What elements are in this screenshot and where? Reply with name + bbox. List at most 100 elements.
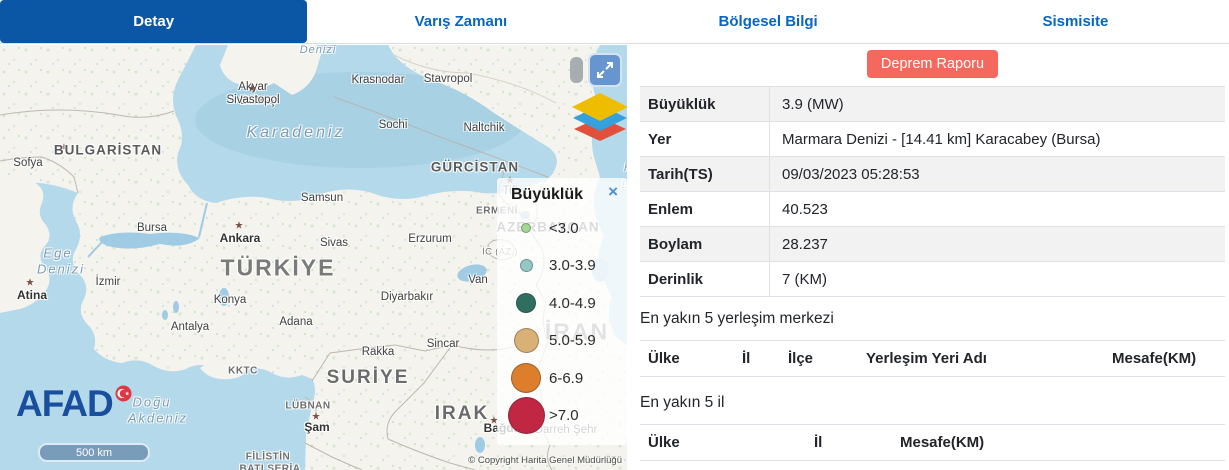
map-label: Erzurum [408,233,452,245]
detail-label: Derinlik [640,261,770,297]
map-scale-bar: 500 km [38,443,150,462]
legend-item: 5.0-5.9 [503,320,625,360]
detail-label: Yer [640,121,770,157]
map-label: ERMENİ [476,206,518,217]
detail-value: 7 (KM) [782,270,827,288]
map-label: Doğu [132,394,172,410]
detail-row: Enlem 40.523 [640,191,1225,227]
magnitude-circle-icon [521,223,531,233]
map-label: BULGARİSTAN [53,142,163,158]
map-label: Akyar [238,81,268,93]
detail-value: Marmara Denizi - [14.41 km] Karacabey (B… [782,130,1101,148]
detail-value: 3.9 (MW) [782,95,844,113]
map-label: Bükreş [240,95,276,107]
map-canvas[interactable]: DeniziKaradenizEgeDeniziDoğuAkdenizHazar… [0,45,627,470]
detail-value: 40.523 [782,200,828,218]
legend-item-label: 4.0-4.9 [549,294,596,312]
tab-bar: Detay Varış Zamanı Bölgesel Bilgi Sismisite [0,0,1229,44]
detail-row: Derinlik 7 (KM) [640,261,1225,297]
column-header: Mesafe(KM) [900,434,985,451]
legend-title: Büyüklük [511,186,584,203]
earthquake-report-button[interactable]: Deprem Raporu [866,50,999,78]
map-scale-label: 500 km [75,446,113,459]
legend-item-label: <3.0 [549,219,579,237]
map-label: Şam [304,420,330,434]
layers-icon [572,93,627,141]
detail-label: Tarih(TS) [640,156,770,192]
legend-item-label: 5.0-5.9 [549,331,596,349]
nearest-settlements-table: Ülke İl İlçe Yerleşim Yeri Adı Mesafe(KM) [640,340,1225,377]
map-label: SURİYE [326,367,410,388]
legend-item-label: >7.0 [549,406,579,424]
tab-sismisite[interactable]: Sismisite [1042,13,1109,30]
layers-button[interactable] [570,91,627,147]
map-label: BATI ŞERİA [239,463,301,470]
detail-row: Büyüklük 3.9 (MW) [640,86,1225,122]
fullscreen-button[interactable] [588,53,622,87]
magnitude-circle-icon [507,396,545,434]
detail-label: Büyüklük [640,86,770,122]
map-label: Krasnodar [351,74,405,86]
capital-star-icon: ★ [247,83,257,95]
map-label: Konya [213,294,247,306]
map-label: Samsun [300,192,344,204]
map-label: Sivastopol [226,94,280,106]
afad-logo: AFAD [16,385,132,423]
map-label: Sivas [319,237,349,249]
magnitude-circle-icon [511,363,541,393]
map-label: Denizi [299,45,337,56]
earthquake-detail-table: Büyüklük 3.9 (MW) Yer Marmara Denizi - [14.… [640,86,1225,297]
map-label: Atina [17,288,47,302]
map-label: KKTC [228,365,258,377]
magnitude-circle-icon [516,293,536,313]
map-label: Sochi [378,119,408,131]
nearest-provinces-title: En yakın 5 il [640,394,725,411]
detail-row: Boylam 28.237 [640,226,1225,262]
nearest-settlements-title: En yakın 5 yerleşim merkezi [640,310,834,327]
map-label: Adana [279,316,313,328]
map-label: Antalya [170,321,210,333]
tab-bölgesel-bilgi[interactable]: Bölgesel Bilgi [718,13,818,30]
map-label: Rakka [361,346,395,358]
map-label: Diyarbakır [380,291,434,303]
map-label: Van [468,274,488,286]
magnitude-circle-icon [519,258,533,272]
detail-panel: Deprem Raporu Büyüklük 3.9 (MW) Yer Marmara… [640,45,1225,461]
map-label: FİLİSTİN [245,451,291,463]
map-label: Ankara [219,231,261,245]
column-header: Mesafe(KM) [1112,350,1197,367]
tab-detay[interactable]: Detay [0,0,308,43]
detail-value: 28.237 [782,235,828,253]
column-header: Ülke [648,350,680,367]
close-icon[interactable]: × [608,182,618,201]
column-header: Ülke [648,434,680,451]
magnitude-legend: Büyüklük × <3.0 3.0-3.9 4.0-4.9 5.0-5.9 6-6.… [497,178,627,445]
afad-logo-text: AFAD [16,383,114,424]
map-label: Sofya [13,157,43,169]
legend-item-label: 3.0-3.9 [549,256,596,274]
map-label: GÜRCİSTAN [430,159,520,175]
map-label: Ege [43,245,73,261]
map-label: Denizi [36,261,86,277]
nearest-provinces-table: Ülke İl Mesafe(KM) [640,424,1225,461]
map-label: İzmir [95,276,121,288]
column-header: İlçe [788,350,814,367]
capital-star-icon: ★ [489,415,499,427]
detail-row: Tarih(TS) 09/03/2023 05:28:53 [640,156,1225,192]
legend-item: >7.0 [503,395,625,435]
map-label: IRAK [434,403,490,424]
map-zoom-handle[interactable] [570,57,583,83]
magnitude-circle-icon [513,327,539,353]
legend-item: 6-6.9 [503,358,625,398]
map-label: LÜBNAN [285,400,331,412]
tab-varış-zamanı[interactable]: Varış Zamanı [414,13,508,30]
map-label: Naltchik [463,122,505,134]
detail-row: Yer Marmara Denizi - [14.41 km] Karacabey… [640,121,1225,157]
map-label: Sincar [426,338,460,350]
capital-star-icon: ★ [59,142,69,154]
map-label: Akdeniz [127,410,189,426]
legend-item: <3.0 [503,208,625,248]
turkish-flag-icon [115,385,132,407]
detail-label: Boylam [640,226,770,262]
expand-icon [597,62,613,78]
